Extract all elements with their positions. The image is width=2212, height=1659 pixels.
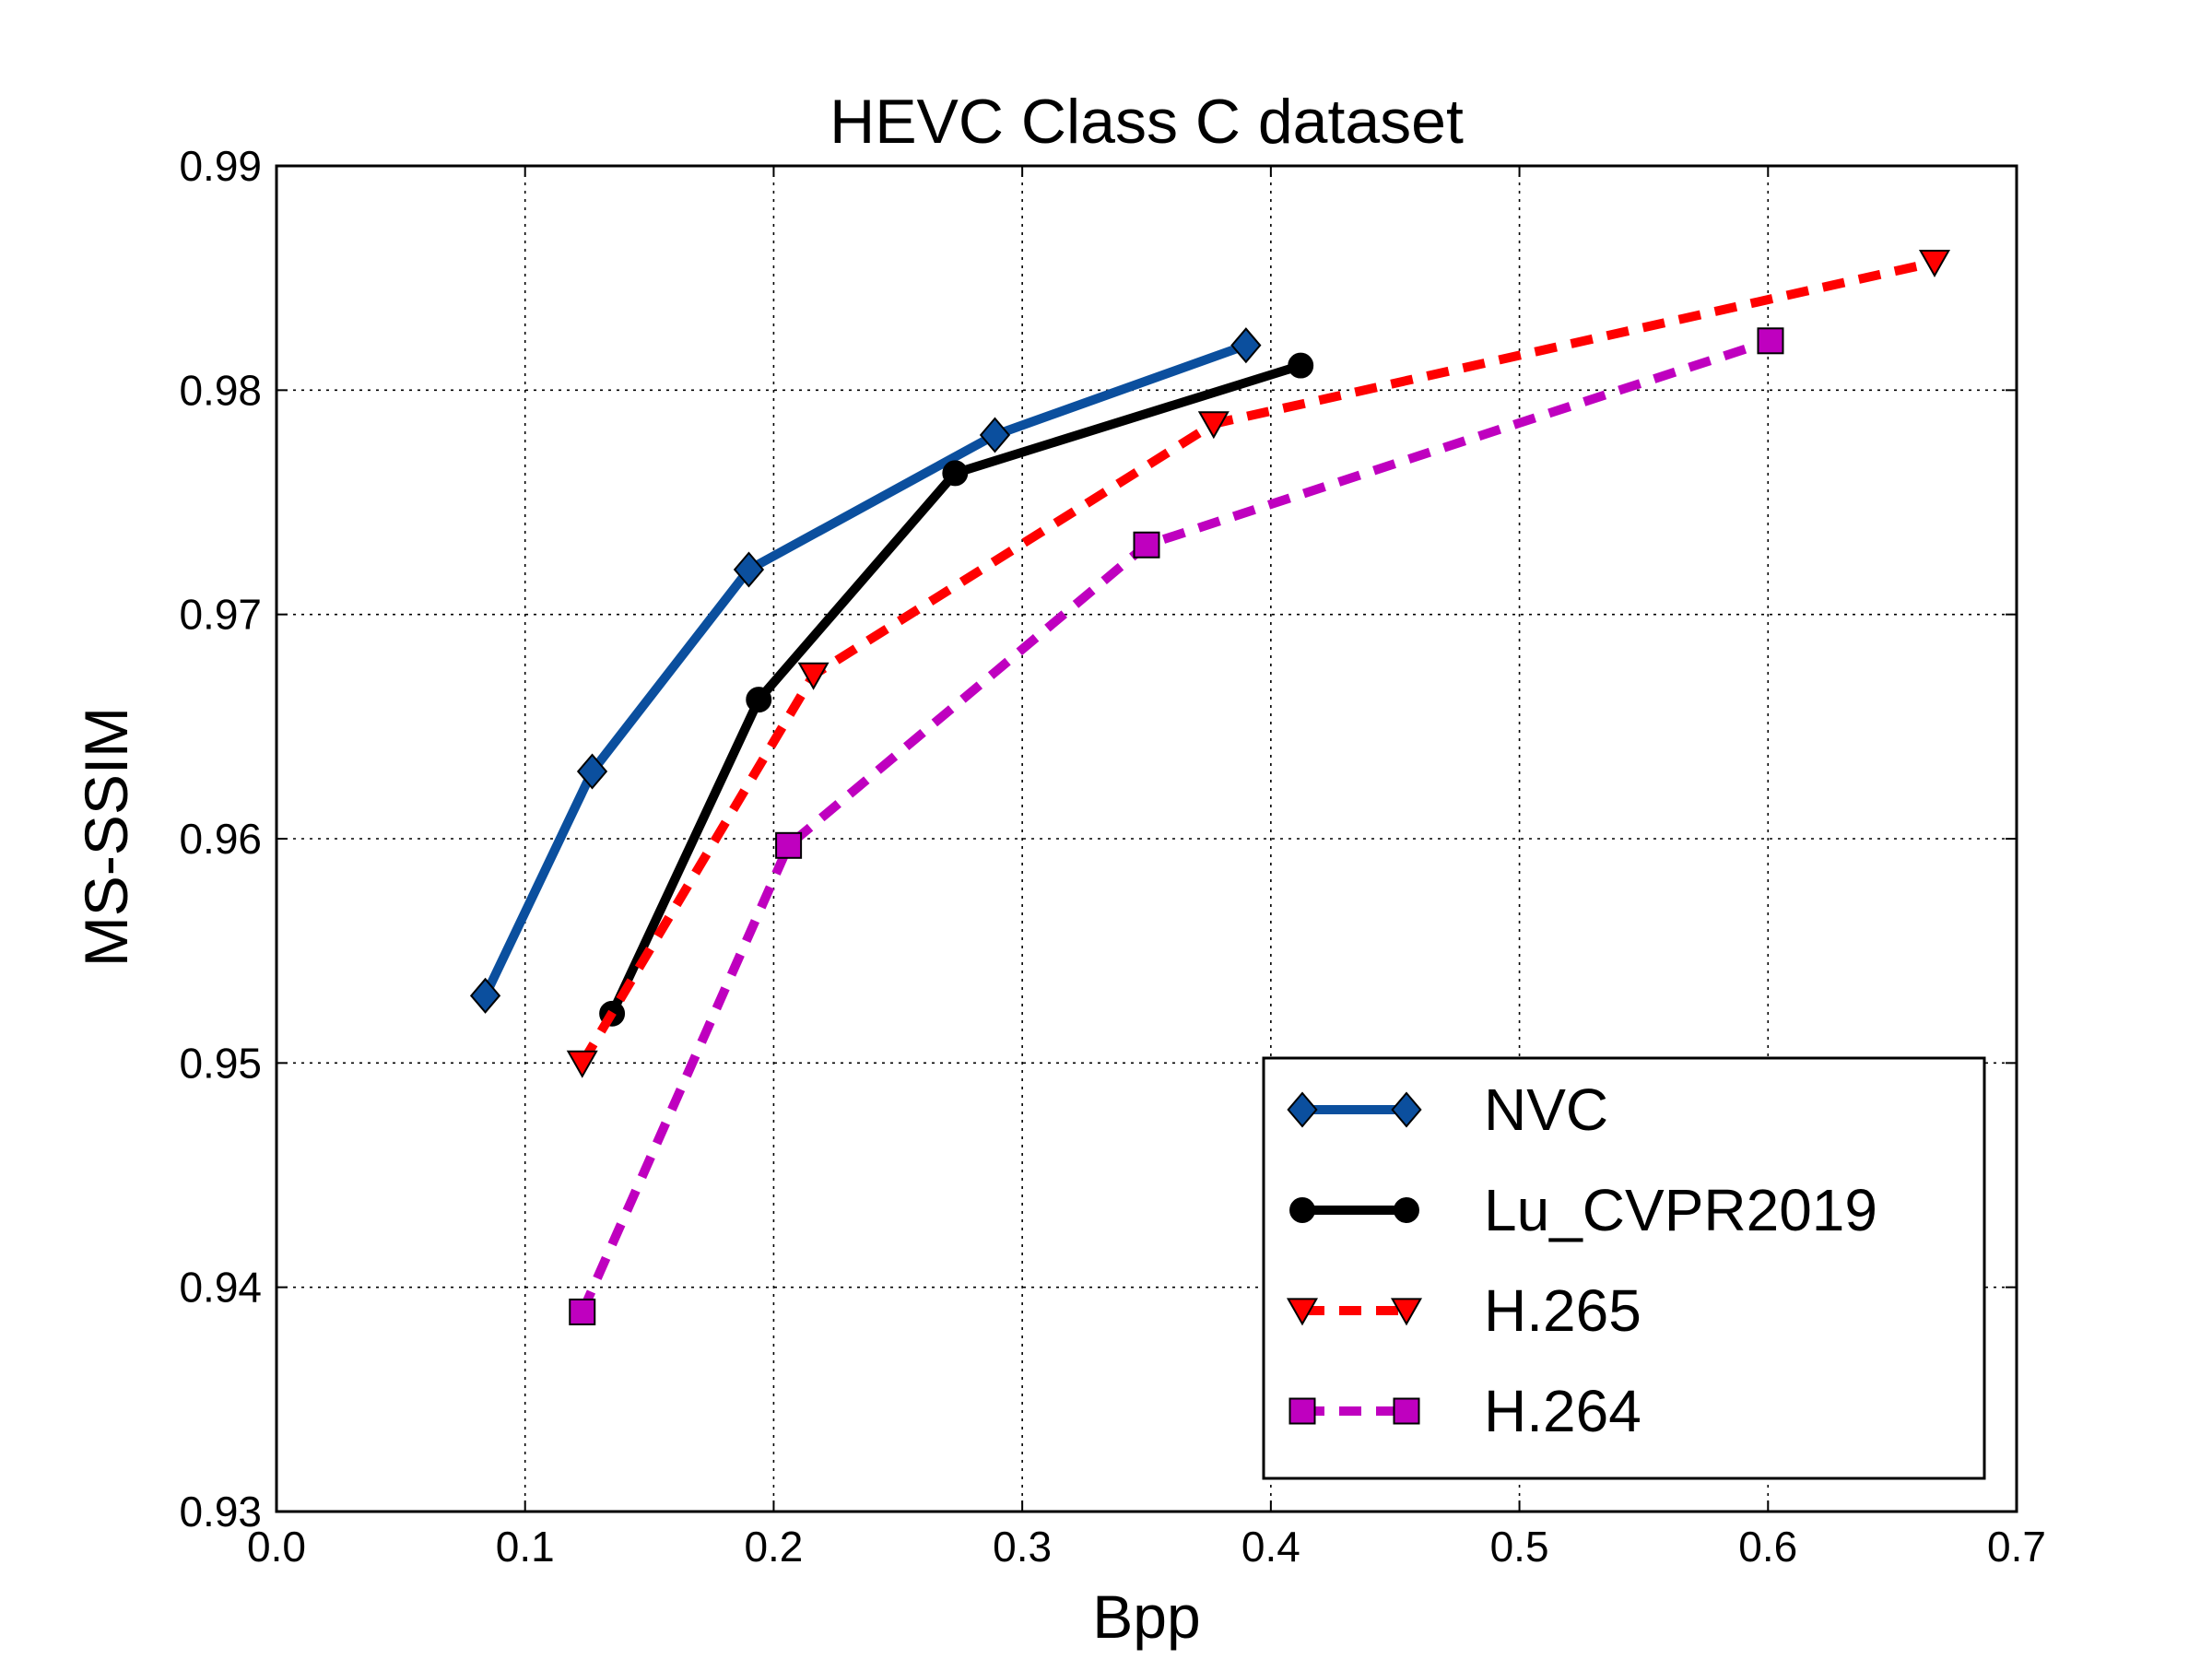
y-tick-label: 0.99 <box>179 142 262 190</box>
legend-marker-h-265 <box>1390 1298 1423 1326</box>
data-point-h-265 <box>1197 411 1230 440</box>
data-point-h-264 <box>569 1298 596 1325</box>
data-point-nvc <box>576 753 608 790</box>
series-nvc <box>469 327 1262 1014</box>
y-tick-label: 0.97 <box>179 591 262 639</box>
legend-label-h-265: H.265 <box>1484 1277 1641 1344</box>
data-point-lu-cvpr2019 <box>1288 352 1314 379</box>
legend-label-nvc: NVC <box>1484 1077 1608 1143</box>
legend-marker-h-265 <box>1286 1298 1319 1326</box>
y-tick-label: 0.95 <box>179 1039 262 1087</box>
y-tick-label: 0.98 <box>179 366 262 414</box>
legend-label-lu-cvpr2019: Lu_CVPR2019 <box>1484 1177 1877 1243</box>
legend-marker-h-264 <box>1288 1397 1316 1425</box>
y-tick-label: 0.93 <box>179 1488 262 1535</box>
series-h-265 <box>566 250 1951 1078</box>
axis-ticks: 0.0 0.1 0.2 0.3 0.4 0.5 0.6 0.7 0.93 0.94 0.95 0.96… <box>179 142 2046 1571</box>
x-tick-label: 0.1 <box>496 1523 555 1571</box>
x-tick-label: 0.5 <box>1490 1523 1549 1571</box>
data-point-lu-cvpr2019 <box>746 687 772 713</box>
data-point-nvc <box>979 417 1011 453</box>
series-line-h-264 <box>578 336 1772 1314</box>
data-point-nvc <box>469 977 501 1014</box>
legend-item-lu-cvpr2019: Lu_CVPR2019 <box>1289 1177 1877 1243</box>
legend-marker-lu-cvpr2019 <box>1394 1197 1419 1223</box>
legend-marker-nvc <box>1287 1091 1318 1128</box>
data-point-h-264 <box>1133 531 1160 559</box>
legend-label-h-264: H.264 <box>1484 1378 1641 1444</box>
series-line-lu-cvpr2019 <box>607 360 1302 1016</box>
x-tick-label: 0.4 <box>1241 1523 1300 1571</box>
chart-title: HEVC Class C dataset <box>830 87 1464 157</box>
data-point-h-265 <box>566 1050 598 1078</box>
legend-item-h-264: H.264 <box>1288 1378 1641 1444</box>
x-tick-label: 0.7 <box>1987 1523 2046 1571</box>
series-h-264 <box>569 327 1784 1325</box>
data-point-h-264 <box>1757 327 1784 355</box>
y-tick-label: 0.96 <box>179 815 262 863</box>
x-tick-label: 0.6 <box>1738 1523 1797 1571</box>
x-tick-label: 0.2 <box>744 1523 803 1571</box>
data-point-nvc <box>1230 327 1262 364</box>
x-tick-label: 0.0 <box>247 1523 306 1571</box>
legend: NVC Lu_CVPR2019 H.265 H.264 <box>1262 1056 1986 1480</box>
series-line-h-265 <box>578 257 1936 1065</box>
data-point-lu-cvpr2019 <box>942 460 969 487</box>
y-tick-label: 0.94 <box>179 1264 262 1312</box>
y-axis-title: MS-SSIM <box>72 707 140 967</box>
legend-item-nvc: NVC <box>1287 1077 1608 1143</box>
legend-marker-nvc <box>1391 1091 1422 1128</box>
data-point-h-265 <box>797 662 830 690</box>
series-layer <box>469 250 1951 1325</box>
x-tick-label: 0.3 <box>993 1523 1052 1571</box>
x-axis-title: Bpp <box>1092 1583 1200 1651</box>
data-point-h-265 <box>1918 250 1951 278</box>
data-point-h-264 <box>775 831 803 859</box>
legend-marker-h-264 <box>1393 1397 1420 1425</box>
data-point-nvc <box>733 551 765 588</box>
legend-marker-lu-cvpr2019 <box>1289 1197 1315 1223</box>
legend-item-h-265: H.265 <box>1286 1277 1641 1344</box>
